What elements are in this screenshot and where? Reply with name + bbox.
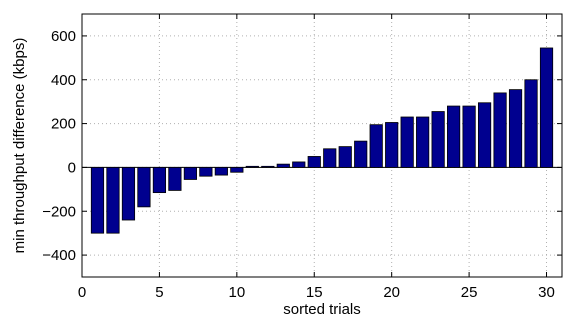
bar xyxy=(230,167,244,173)
y-tick-label: 200 xyxy=(51,116,76,133)
x-tick-label: 30 xyxy=(538,284,555,301)
bar xyxy=(261,165,275,168)
y-axis-label: min throughput difference (kbps) xyxy=(11,38,28,254)
bar xyxy=(152,167,167,194)
bar xyxy=(307,156,321,168)
bar xyxy=(477,102,492,168)
bar xyxy=(416,116,430,168)
x-tick-label: 15 xyxy=(306,284,323,301)
y-tick-label: 400 xyxy=(51,72,76,89)
bar xyxy=(121,167,136,221)
bar xyxy=(539,47,554,168)
bar xyxy=(369,124,383,168)
bar xyxy=(431,111,445,168)
bar xyxy=(338,146,352,168)
bar xyxy=(276,163,290,168)
axis-ticks: 0 5 10 15 20 25 30 −400 −200 0 200 400 600 xyxy=(42,14,562,301)
x-axis-label: sorted trials xyxy=(283,301,361,318)
x-tick-label: 25 xyxy=(461,284,478,301)
bar xyxy=(137,167,151,208)
x-tick-label: 5 xyxy=(155,284,163,301)
y-tick-label: −400 xyxy=(42,247,76,264)
bar xyxy=(168,167,182,191)
bar xyxy=(183,167,197,180)
x-tick-label: 20 xyxy=(383,284,400,301)
bar xyxy=(508,89,523,168)
x-tick-label: 10 xyxy=(228,284,245,301)
x-tick-label: 0 xyxy=(78,284,86,301)
bar xyxy=(400,116,414,168)
y-tick-label: 0 xyxy=(68,159,76,176)
bar xyxy=(292,161,306,168)
plot-frame xyxy=(81,13,563,278)
bar xyxy=(524,79,538,168)
bar xyxy=(199,167,213,177)
bar xyxy=(90,167,105,234)
y-tick-label: −200 xyxy=(42,203,76,220)
bar xyxy=(106,167,120,234)
y-tick-label: 600 xyxy=(51,28,76,45)
bars xyxy=(90,47,554,234)
bar xyxy=(354,140,368,168)
bar xyxy=(214,167,228,176)
bar xyxy=(493,92,507,168)
bar xyxy=(245,165,259,168)
bar xyxy=(447,105,461,168)
bar xyxy=(323,148,337,168)
bar xyxy=(462,105,476,168)
bar xyxy=(385,122,399,168)
